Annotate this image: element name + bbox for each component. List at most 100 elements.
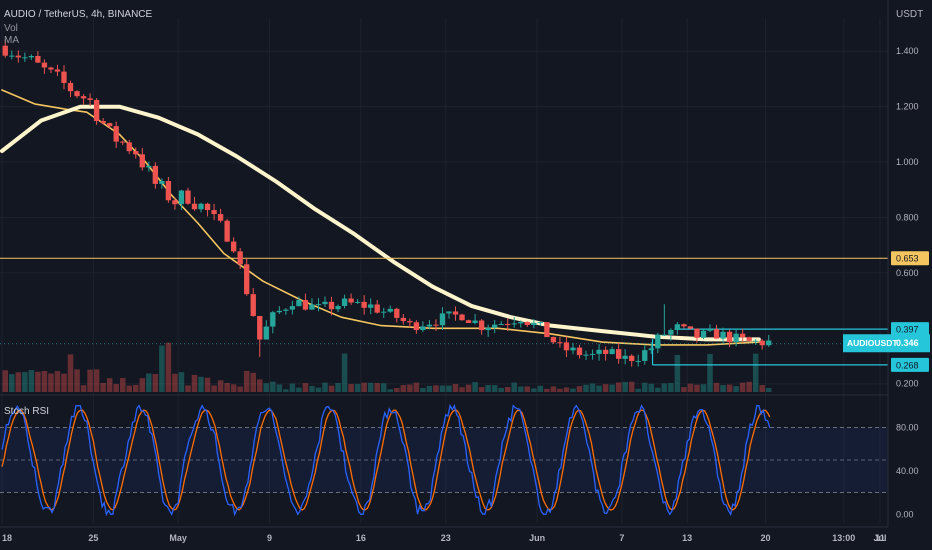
candle-body: [452, 311, 459, 315]
volume-bar: [328, 385, 335, 392]
volume-bar: [694, 384, 700, 392]
time-tick-label: Jul: [873, 533, 886, 543]
volume-bar: [622, 381, 628, 392]
time-tick-label: May: [169, 533, 187, 543]
time-tick-label: 13: [682, 533, 692, 543]
volume-bar: [283, 389, 289, 392]
candle-body: [576, 347, 583, 356]
candle-body: [739, 333, 746, 338]
volume-bar: [380, 383, 387, 392]
candle-body: [524, 321, 530, 326]
candle-body: [713, 329, 720, 339]
candle-body: [296, 299, 302, 307]
volume-bar: [296, 387, 302, 392]
time-tick-label: 7: [619, 533, 624, 543]
candle-body: [159, 180, 165, 184]
candle-body: [472, 320, 478, 324]
candle-body: [655, 334, 661, 349]
candle-body: [113, 126, 119, 142]
ma-slow-line: [0, 104, 761, 342]
candle-body: [707, 329, 713, 331]
volume-bar: [35, 371, 41, 392]
volume-bar: [531, 388, 537, 392]
candle-body: [465, 320, 472, 324]
candle-body: [387, 308, 393, 312]
candle-body: [28, 56, 35, 58]
volume-bar: [674, 354, 681, 392]
stoch-rsi-label[interactable]: Stoch RSI: [4, 406, 50, 417]
volume-bar: [204, 377, 211, 392]
volume-bar: [28, 370, 35, 392]
candle-body: [48, 67, 54, 70]
volume-bar: [459, 387, 465, 392]
volume-bar: [354, 383, 361, 392]
volume-bar: [230, 384, 237, 392]
volume-bar: [139, 378, 146, 392]
level-0268-label-bg: [891, 357, 929, 372]
volume-bar: [211, 385, 217, 392]
volume-bar: [452, 383, 459, 392]
volume-bar: [93, 369, 100, 392]
candle-body: [74, 91, 80, 97]
ma-legend[interactable]: MA: [4, 35, 19, 46]
candle-body: [80, 96, 87, 99]
volume-bar: [752, 353, 759, 392]
candle-body: [622, 355, 628, 359]
volume-bar: [661, 383, 668, 392]
candle-body: [322, 301, 328, 305]
candle-body: [439, 313, 446, 326]
candle-body: [335, 306, 341, 310]
candle-body: [550, 337, 557, 343]
volume-bar: [570, 388, 576, 392]
volume-bar: [746, 381, 752, 392]
volume-bar: [100, 383, 106, 392]
volume-bar: [80, 385, 87, 392]
candle-body: [583, 354, 589, 356]
symbol-legend[interactable]: AUDIO / TetherUS, 4h, BINANCE: [4, 9, 152, 20]
stoch-rsi-panel: [0, 394, 888, 517]
candle-body: [570, 347, 576, 351]
volume-bar: [407, 384, 413, 392]
volume-bar: [41, 371, 48, 392]
volume-bar: [237, 386, 243, 392]
rsi-tick-label: 80.00: [896, 422, 919, 432]
candle-body: [648, 348, 654, 351]
candle-body: [361, 301, 367, 308]
candle-body: [511, 323, 517, 325]
candle-body: [485, 327, 491, 331]
volume-bar: [635, 388, 641, 392]
candle-body: [615, 349, 622, 359]
time-tick-label: 13:00: [832, 533, 855, 543]
candle-body: [720, 331, 726, 339]
volume-bar: [133, 384, 139, 392]
candle-body: [172, 200, 178, 205]
candle-body: [589, 353, 596, 355]
rsi-tick-label: 40.00: [896, 466, 919, 476]
candle-body: [374, 304, 380, 313]
price-tick-label: 0.200: [896, 379, 919, 389]
volume-bars: [2, 342, 772, 392]
volume-bar: [185, 385, 191, 392]
candle-body: [263, 326, 269, 340]
rsi-tick-label: 0.00: [896, 509, 914, 519]
candle-body: [152, 165, 159, 184]
volume-bar: [681, 387, 687, 392]
volume-bar: [472, 382, 478, 392]
candle-body: [368, 304, 374, 308]
candle-body: [204, 203, 211, 211]
time-tick-label: 25: [88, 533, 98, 543]
candle-body: [54, 69, 61, 72]
last-price-tag-bg: [843, 334, 930, 353]
volume-bar: [256, 379, 263, 392]
volume-bar: [74, 369, 80, 392]
candle-body: [433, 324, 439, 326]
candle-body: [41, 62, 48, 68]
volume-bar: [22, 372, 28, 392]
volume-legend[interactable]: Vol: [4, 23, 18, 34]
time-tick-label: Jun: [529, 533, 545, 543]
volume-bar: [250, 372, 256, 392]
level-0397-label-bg: [891, 322, 929, 337]
candle-body: [178, 190, 185, 205]
candle-body: [93, 99, 100, 121]
